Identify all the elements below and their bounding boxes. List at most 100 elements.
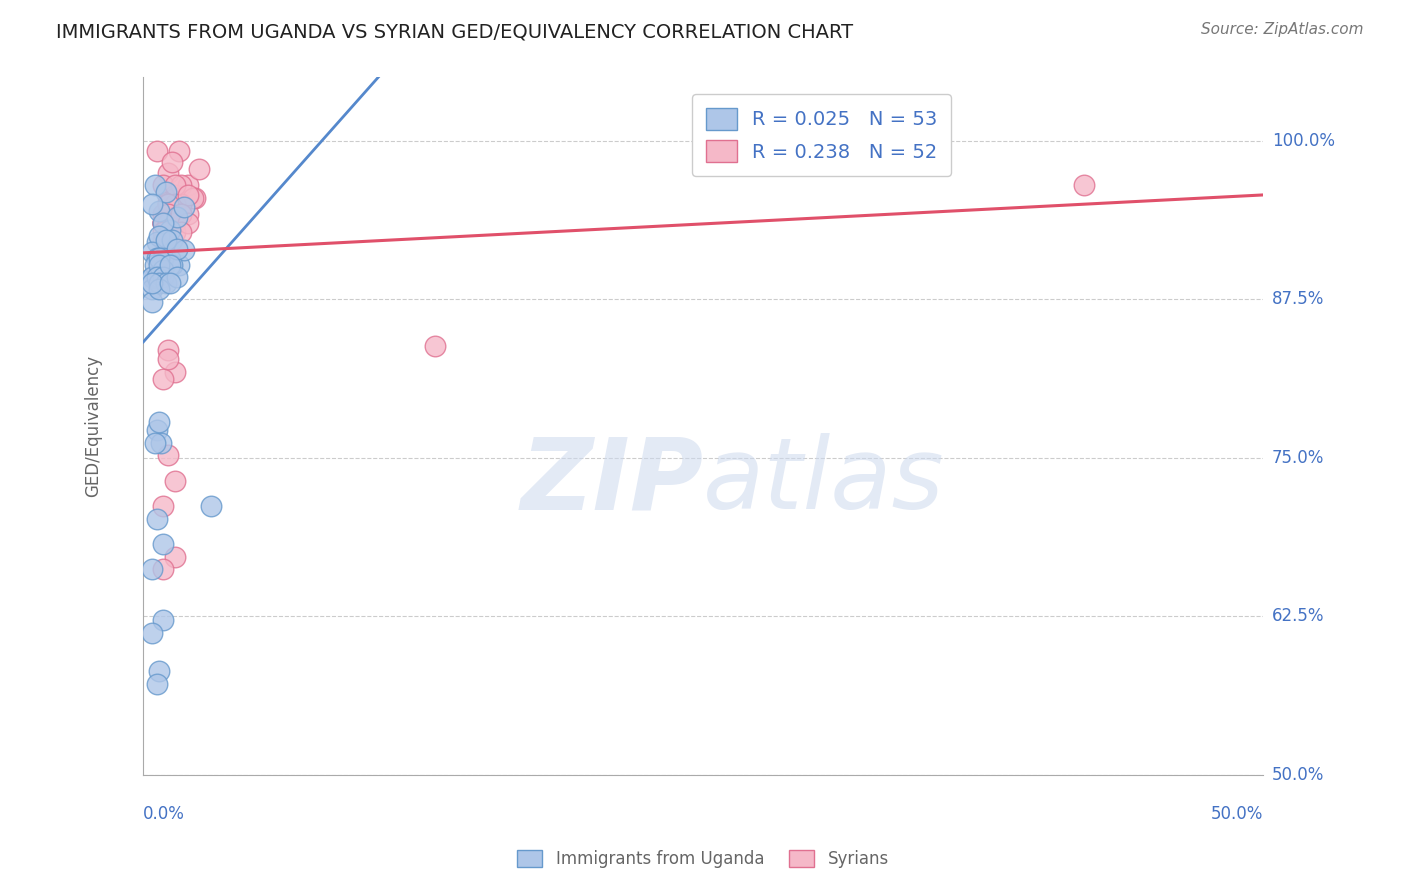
Point — [155, 276, 177, 290]
Text: 0.0%: 0.0% — [143, 805, 186, 823]
Point — [152, 251, 174, 265]
Point — [156, 165, 179, 179]
Point — [156, 233, 179, 247]
Point — [155, 233, 177, 247]
Point — [184, 191, 207, 205]
Point — [156, 351, 179, 366]
Point — [156, 194, 179, 209]
Point — [146, 269, 169, 284]
Point — [146, 144, 169, 158]
Point — [152, 216, 174, 230]
Point — [177, 207, 200, 221]
Point — [152, 207, 174, 221]
Point — [143, 269, 166, 284]
Point — [163, 191, 186, 205]
Point — [163, 474, 186, 488]
Point — [177, 178, 200, 193]
Point — [146, 512, 169, 526]
Point — [152, 263, 174, 277]
Point — [148, 251, 170, 265]
Point — [152, 233, 174, 247]
Text: 87.5%: 87.5% — [1272, 291, 1324, 309]
Point — [200, 499, 222, 513]
Point — [152, 562, 174, 576]
Point — [143, 435, 166, 450]
Point — [156, 343, 179, 357]
Point — [143, 258, 166, 272]
Point — [162, 258, 184, 272]
Point — [152, 613, 174, 627]
Point — [159, 222, 181, 236]
Point — [156, 225, 179, 239]
Point — [141, 276, 163, 290]
Point — [1073, 178, 1095, 193]
Point — [177, 188, 200, 202]
Point — [148, 416, 170, 430]
Point — [423, 339, 446, 353]
Point — [156, 197, 179, 211]
Point — [152, 499, 174, 513]
Point — [159, 276, 181, 290]
Point — [152, 269, 174, 284]
Point — [146, 251, 169, 265]
Text: GED/Equivalency: GED/Equivalency — [84, 355, 101, 497]
Point — [148, 229, 170, 244]
Point — [166, 269, 188, 284]
Point — [163, 216, 186, 230]
Point — [152, 216, 174, 230]
Point — [141, 294, 163, 309]
Point — [163, 178, 186, 193]
Point — [155, 185, 177, 199]
Point — [148, 664, 170, 678]
Point — [162, 233, 184, 247]
Legend: R = 0.025   N = 53, R = 0.238   N = 52: R = 0.025 N = 53, R = 0.238 N = 52 — [692, 95, 952, 176]
Point — [141, 269, 163, 284]
Point — [167, 258, 190, 272]
Point — [163, 197, 186, 211]
Point — [152, 216, 174, 230]
Point — [177, 216, 200, 230]
Point — [152, 207, 174, 221]
Point — [159, 252, 181, 266]
Point — [159, 258, 181, 272]
Point — [170, 207, 193, 221]
Point — [170, 225, 193, 239]
Point — [156, 197, 179, 211]
Point — [141, 197, 163, 211]
Text: 75.0%: 75.0% — [1272, 449, 1324, 467]
Point — [152, 216, 174, 230]
Text: 50.0%: 50.0% — [1211, 805, 1264, 823]
Point — [163, 188, 186, 202]
Text: 50.0%: 50.0% — [1272, 766, 1324, 784]
Point — [146, 235, 169, 250]
Point — [148, 203, 170, 218]
Text: atlas: atlas — [703, 434, 945, 531]
Point — [152, 178, 174, 193]
Point — [167, 144, 190, 158]
Point — [146, 423, 169, 437]
Point — [156, 197, 179, 211]
Point — [188, 161, 211, 176]
Point — [163, 225, 186, 239]
Point — [152, 372, 174, 386]
Point — [156, 207, 179, 221]
Point — [163, 365, 186, 379]
Point — [156, 212, 179, 227]
Text: 62.5%: 62.5% — [1272, 607, 1324, 625]
Point — [156, 448, 179, 462]
Point — [148, 264, 170, 278]
Point — [141, 282, 163, 296]
Point — [170, 197, 193, 211]
Point — [152, 216, 174, 230]
Point — [146, 676, 169, 690]
Point — [141, 626, 163, 640]
Legend: Immigrants from Uganda, Syrians: Immigrants from Uganda, Syrians — [510, 843, 896, 875]
Point — [152, 537, 174, 551]
Point — [166, 210, 188, 224]
Point — [163, 549, 186, 564]
Text: Source: ZipAtlas.com: Source: ZipAtlas.com — [1201, 22, 1364, 37]
Point — [141, 245, 163, 260]
Text: ZIP: ZIP — [520, 434, 703, 531]
Point — [141, 269, 163, 284]
Point — [141, 562, 163, 576]
